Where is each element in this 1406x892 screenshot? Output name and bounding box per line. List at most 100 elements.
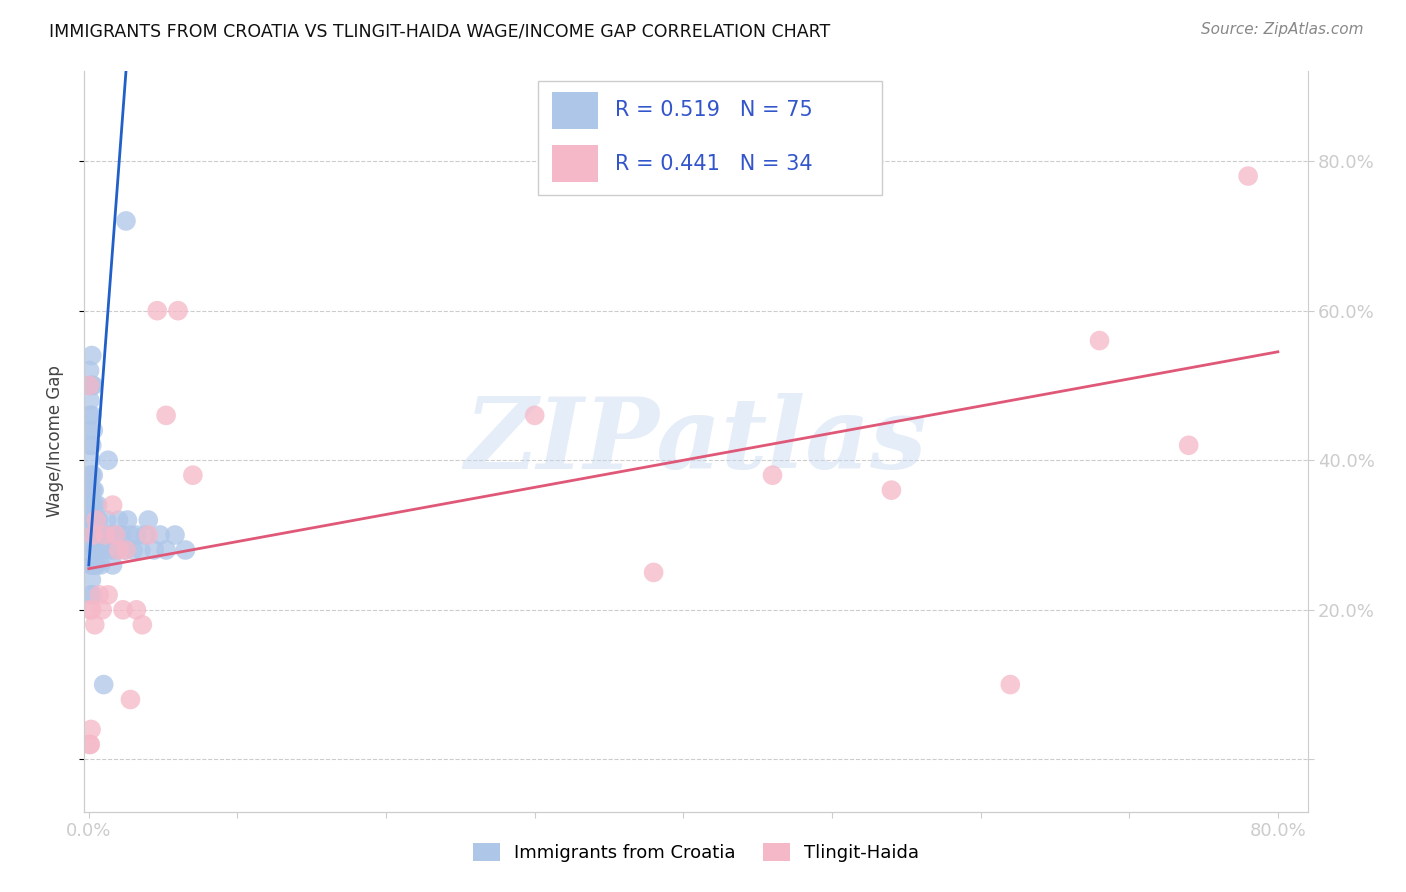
Point [1177, 438, 1199, 452]
Point [82, 558, 104, 572]
Point [91, 528, 114, 542]
Point [97, 588, 120, 602]
Point [114, 543, 136, 558]
Point [155, 543, 177, 558]
Point [96, 513, 118, 527]
Point [87, 513, 110, 527]
Point [97, 453, 120, 467]
Point [80, 573, 103, 587]
Point [98, 528, 121, 542]
Point [79, 468, 101, 483]
FancyBboxPatch shape [551, 145, 598, 182]
Point [84, 498, 107, 512]
Point [84, 513, 107, 527]
Point [880, 483, 903, 497]
Point [174, 543, 197, 558]
Point [120, 528, 142, 542]
Point [136, 528, 159, 542]
Point [101, 558, 124, 572]
Point [82, 423, 104, 437]
Point [83, 543, 105, 558]
Point [82, 483, 104, 497]
Point [79, 438, 101, 452]
Point [115, 214, 138, 228]
Point [104, 528, 127, 542]
Point [107, 513, 129, 527]
Point [94, 528, 117, 542]
Point [89, 543, 111, 558]
Point [181, 468, 204, 483]
Point [105, 543, 128, 558]
Point [83, 617, 105, 632]
Point [79, 738, 101, 752]
Point [1237, 169, 1260, 183]
Point [80, 409, 103, 423]
Point [82, 558, 104, 572]
Text: ZIPatlas: ZIPatlas [465, 393, 927, 490]
Point [120, 692, 142, 706]
Point [79, 378, 101, 392]
Point [80, 543, 103, 558]
Point [82, 378, 104, 392]
Point [82, 513, 104, 527]
Point [79, 378, 101, 392]
Point [80, 438, 103, 452]
Point [79, 409, 101, 423]
Point [143, 543, 166, 558]
Point [82, 528, 104, 542]
Point [643, 566, 665, 580]
Point [80, 349, 103, 363]
Point [131, 617, 153, 632]
Point [91, 543, 114, 558]
Point [93, 677, 115, 691]
Point [167, 303, 190, 318]
Point [79, 498, 101, 512]
Point [110, 528, 132, 542]
Point [122, 543, 145, 558]
Point [149, 528, 172, 542]
Point [80, 558, 103, 572]
Point [1000, 677, 1022, 691]
Point [82, 513, 104, 527]
Point [86, 528, 108, 542]
Point [115, 543, 138, 558]
Point [1088, 334, 1111, 348]
Point [80, 378, 103, 392]
Point [82, 588, 104, 602]
Point [80, 588, 103, 602]
Point [129, 543, 152, 558]
Point [134, 528, 156, 542]
Point [146, 303, 169, 318]
Point [117, 513, 139, 527]
Text: R = 0.519   N = 75: R = 0.519 N = 75 [616, 101, 813, 120]
Point [80, 468, 103, 483]
Point [83, 483, 105, 497]
Point [100, 543, 122, 558]
FancyBboxPatch shape [537, 81, 883, 195]
Point [79, 453, 101, 467]
Point [523, 409, 546, 423]
Point [84, 543, 107, 558]
Point [83, 558, 105, 572]
Point [94, 528, 117, 542]
Y-axis label: Wage/Income Gap: Wage/Income Gap [45, 366, 63, 517]
Point [87, 543, 110, 558]
Legend: Immigrants from Croatia, Tlingit-Haida: Immigrants from Croatia, Tlingit-Haida [465, 836, 927, 870]
Point [155, 409, 177, 423]
Point [89, 588, 111, 602]
Point [79, 363, 101, 377]
FancyBboxPatch shape [551, 92, 598, 129]
Point [82, 468, 104, 483]
Point [84, 513, 107, 527]
Point [80, 603, 103, 617]
Point [101, 498, 124, 512]
Point [80, 513, 103, 527]
Point [84, 558, 107, 572]
Point [91, 603, 114, 617]
Point [90, 558, 112, 572]
Point [761, 468, 783, 483]
Point [80, 528, 103, 542]
Point [83, 513, 105, 527]
Point [79, 738, 101, 752]
Point [82, 528, 104, 542]
